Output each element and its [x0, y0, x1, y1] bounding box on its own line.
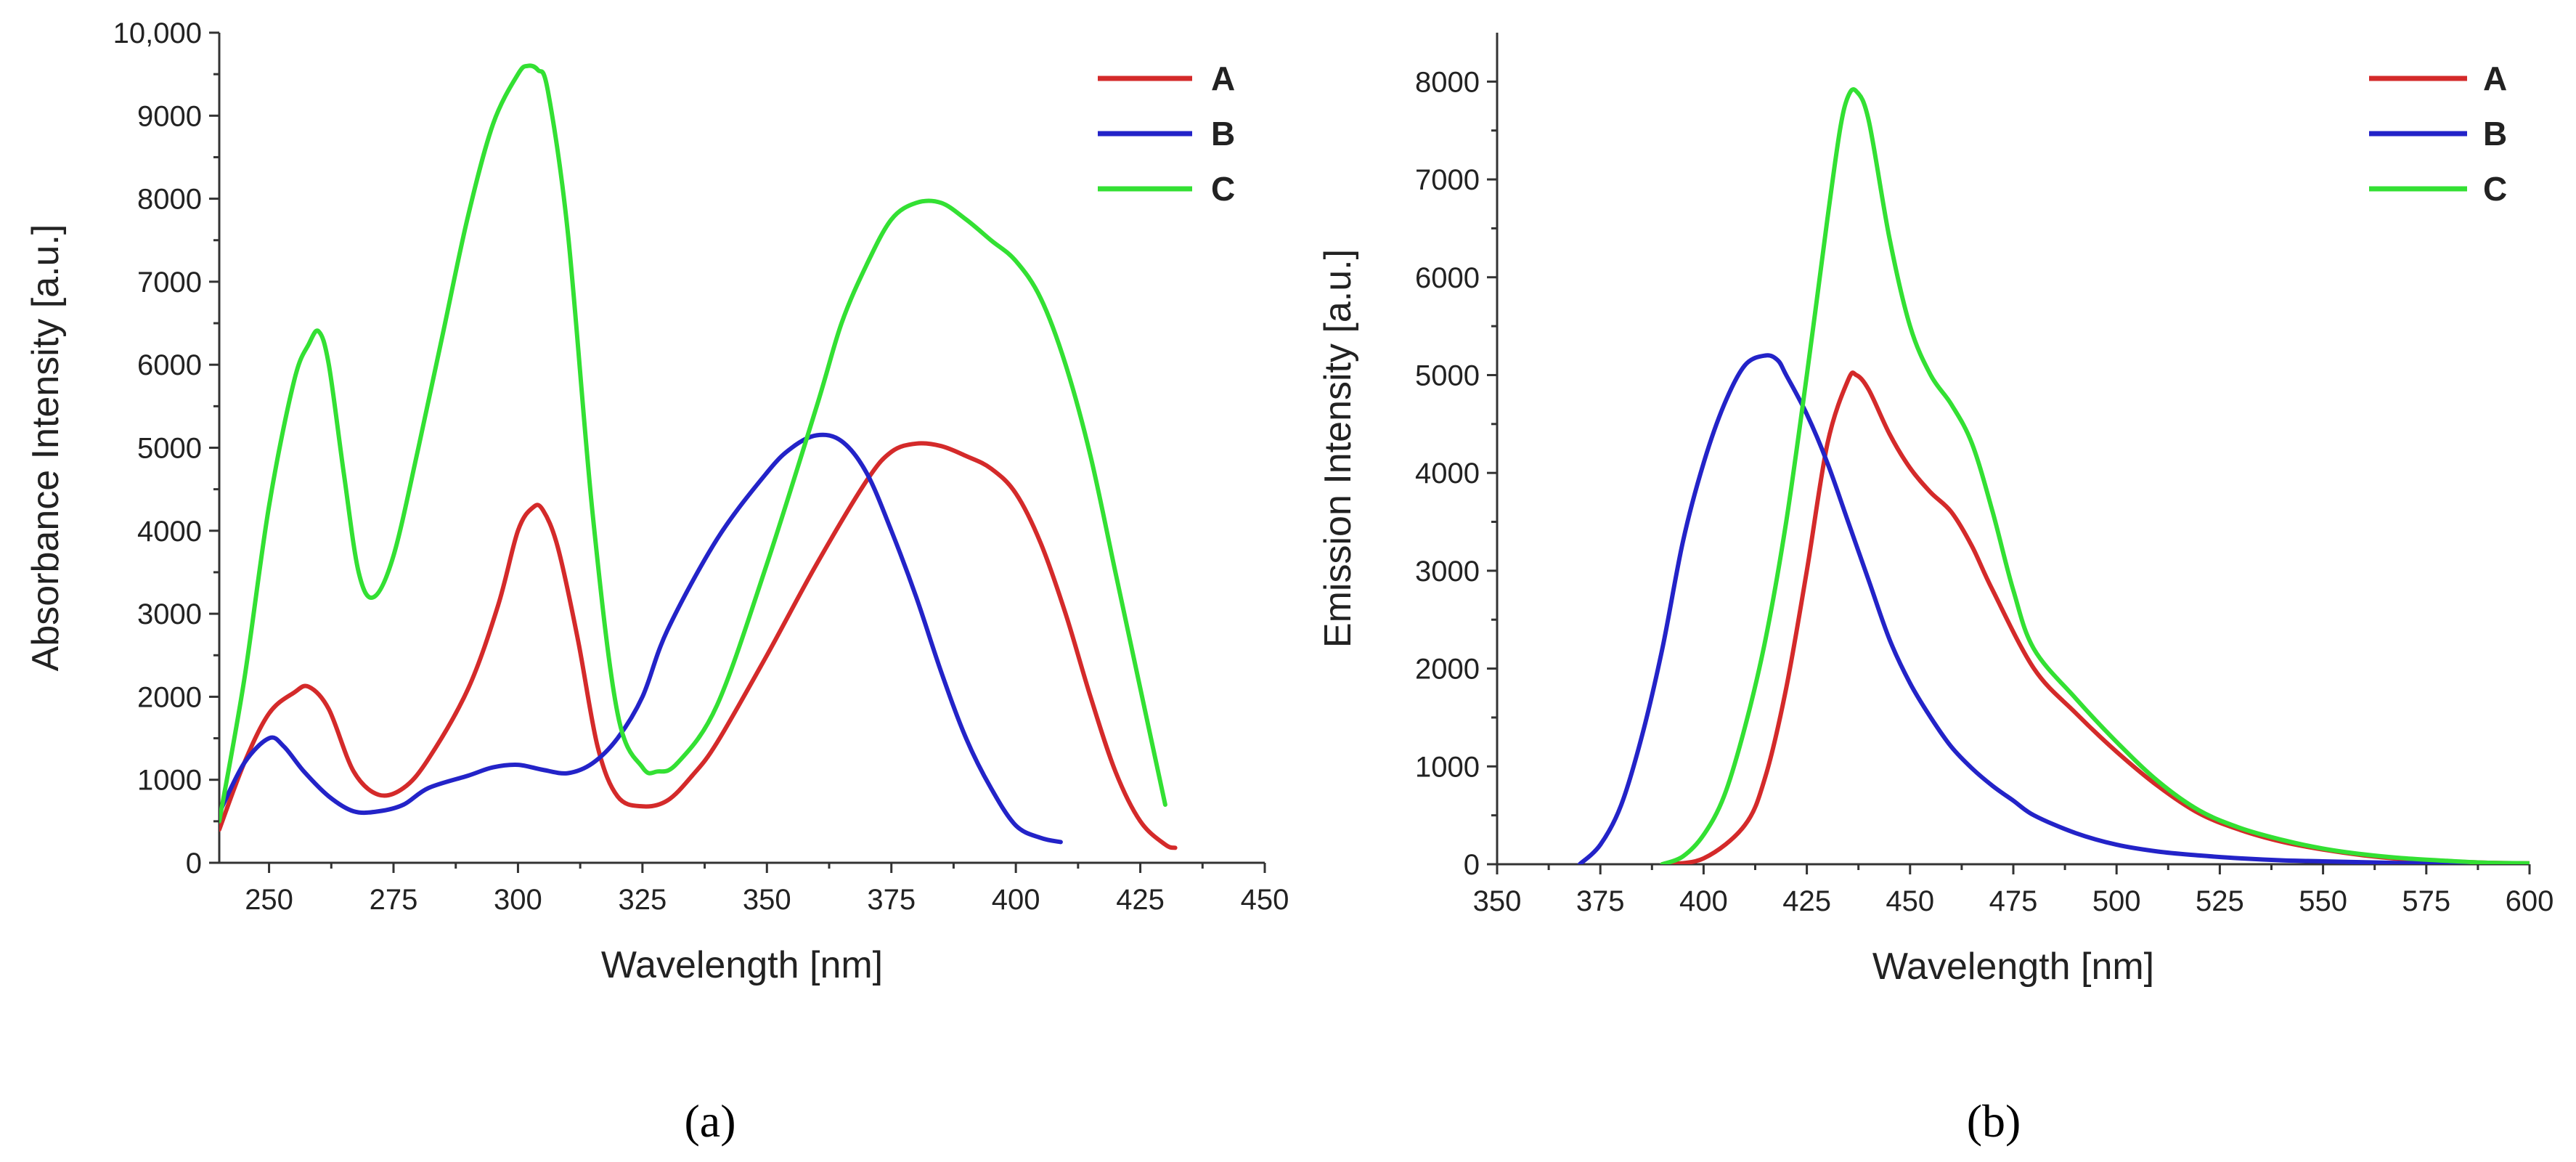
series-line-a	[1660, 370, 2530, 864]
y-axis-title: Emission Intensity [a.u.]	[1317, 249, 1359, 648]
x-tick-label: 400	[992, 884, 1040, 916]
series-line-c	[1660, 87, 2530, 864]
panel-label: (a)	[684, 1095, 735, 1147]
x-axis-title: Wavelength [nm]	[601, 944, 883, 986]
x-tick-label: 425	[1782, 885, 1831, 917]
series-line-a	[219, 441, 1178, 850]
y-tick-label: 10,000	[113, 17, 202, 49]
x-tick-label: 575	[2402, 885, 2450, 917]
x-tick-label: 500	[2092, 885, 2141, 917]
legend-label-b: B	[2483, 115, 2507, 153]
x-tick-label: 450	[1241, 884, 1289, 916]
x-tick-label: 325	[618, 884, 667, 916]
y-tick-label: 7000	[137, 267, 202, 298]
x-tick-label: 350	[743, 884, 791, 916]
y-tick-label: 6000	[137, 349, 202, 381]
y-tick-label: 3000	[1415, 556, 1480, 588]
y-tick-label: 1000	[1415, 751, 1480, 783]
legend-label-c: C	[2483, 170, 2507, 208]
series-line-c	[219, 63, 1167, 824]
y-tick-label: 0	[186, 848, 202, 879]
y-tick-label: 9000	[137, 100, 202, 132]
y-tick-label: 6000	[1415, 262, 1480, 294]
y-tick-label: 2000	[1415, 654, 1480, 686]
panel-label: (b)	[1967, 1095, 2021, 1147]
x-tick-label: 450	[1886, 885, 1934, 917]
x-tick-label: 375	[867, 884, 916, 916]
y-tick-label: 8000	[137, 184, 202, 216]
x-tick-label: 400	[1679, 885, 1728, 917]
series-line-b	[219, 432, 1063, 845]
y-tick-label: 7000	[1415, 164, 1480, 196]
x-tick-label: 275	[370, 884, 418, 916]
y-tick-label: 4000	[1415, 458, 1480, 489]
legend-label-a: A	[1211, 60, 1235, 97]
x-axis-title: Wavelength [nm]	[1872, 946, 2154, 988]
y-tick-label: 3000	[137, 598, 202, 630]
y-tick-label: 4000	[137, 516, 202, 548]
x-tick-label: 600	[2506, 885, 2554, 917]
series-line-b	[1577, 353, 2530, 864]
x-tick-label: 350	[1473, 885, 1522, 917]
x-tick-label: 525	[2196, 885, 2244, 917]
x-tick-label: 375	[1576, 885, 1625, 917]
x-tick-label: 475	[1989, 885, 2038, 917]
legend-label-b: B	[1211, 115, 1235, 153]
y-tick-label: 8000	[1415, 66, 1480, 98]
x-tick-label: 550	[2299, 885, 2347, 917]
chart-panel-a: 250 275 300 325 350 375 400 425 450 0 1000 2000 3000…	[25, 17, 1289, 1147]
y-tick-label: 2000	[137, 681, 202, 713]
y-tick-label: 0	[1464, 849, 1480, 881]
x-tick-label: 425	[1116, 884, 1165, 916]
x-tick-label: 300	[494, 884, 542, 916]
y-tick-label: 5000	[1415, 359, 1480, 391]
y-tick-label: 1000	[137, 765, 202, 797]
y-tick-label: 5000	[137, 433, 202, 465]
legend-label-c: C	[1211, 170, 1235, 208]
chart-panel-b: 350 375 400 425 450 475 500 525 550 575 6000100020…	[1317, 33, 2553, 1147]
legend-label-a: A	[2483, 60, 2507, 97]
x-tick-label: 250	[245, 884, 293, 916]
y-axis-title: Absorbance Intensity [a.u.]	[25, 224, 67, 672]
